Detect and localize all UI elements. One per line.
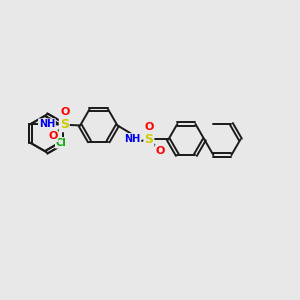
Text: O: O xyxy=(145,122,154,132)
Text: O: O xyxy=(60,107,70,117)
Text: NH: NH xyxy=(39,119,55,129)
Text: NH: NH xyxy=(124,134,140,144)
Text: O: O xyxy=(156,146,165,156)
Text: Cl: Cl xyxy=(56,138,67,148)
Text: O: O xyxy=(48,131,58,141)
Text: S: S xyxy=(60,118,69,131)
Text: S: S xyxy=(144,133,153,146)
